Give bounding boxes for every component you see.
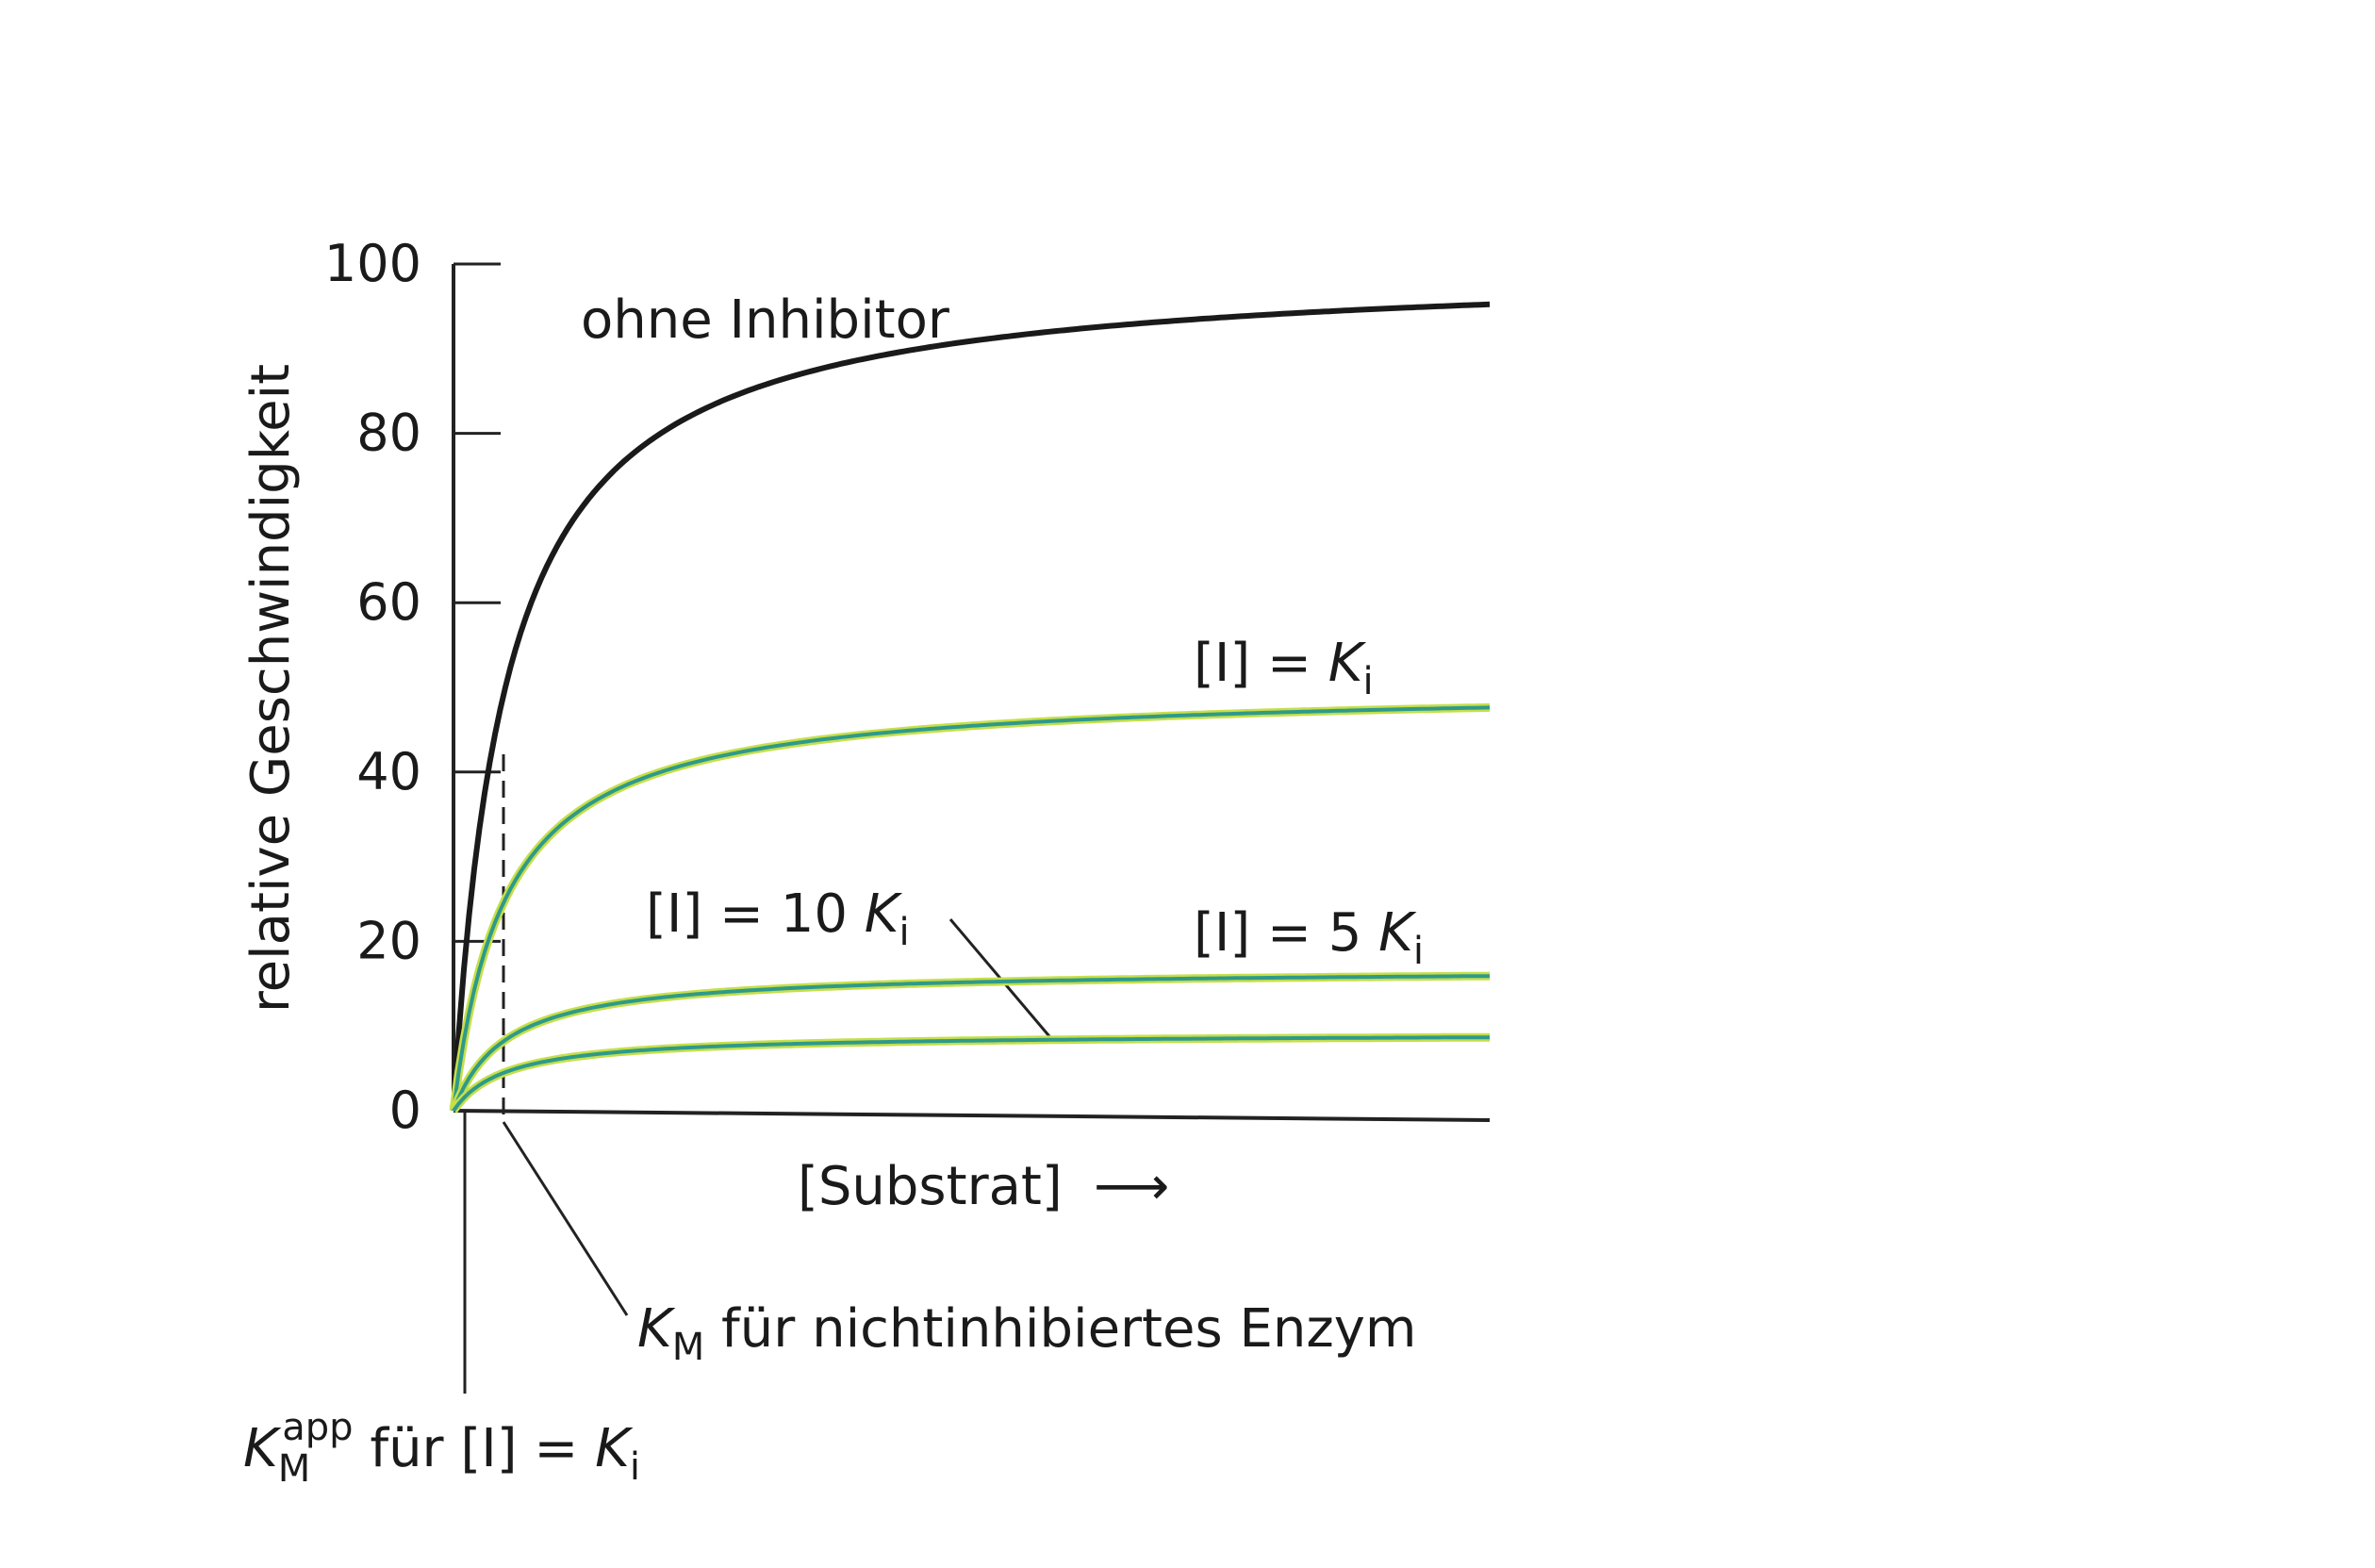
- series-line-4: [452, 1035, 1490, 1113]
- y-tick-label: 60: [356, 572, 421, 632]
- label-ohne-inhibitor: ohne Inhibitor: [581, 289, 950, 351]
- y-tick-label: 20: [356, 911, 421, 970]
- x-axis-label: [Substrat]: [798, 1156, 1063, 1217]
- y-tick-label: 0: [389, 1081, 421, 1140]
- label-km-app: KMapp für [I] = Ki: [243, 1406, 640, 1491]
- y-axis-label: relative Geschwindigkeit: [240, 364, 302, 1013]
- y-tick-label: 80: [356, 404, 421, 463]
- series-line-1: [451, 301, 1491, 1112]
- series-line-2: [452, 705, 1491, 1112]
- label-i-eq-ki: [I] = Ki: [1194, 633, 1374, 703]
- y-tick-label: 100: [324, 234, 421, 293]
- label-i-eq-10ki: [I] = 10 Ki: [646, 883, 910, 954]
- y-ticks: 0 20 40 60 80 100: [324, 234, 501, 1140]
- km-leader-line: [502, 1121, 629, 1316]
- label-i-eq-5ki: [I] = 5 Ki: [1194, 902, 1424, 973]
- series-group: [449, 301, 1491, 1114]
- series-line-3: [452, 974, 1490, 1112]
- series-line-halo: [450, 1032, 1490, 1114]
- x-axis-line: [453, 1109, 1491, 1122]
- label-km-uninhibited: KM für nichtinhibiertes Enzym: [637, 1298, 1416, 1369]
- axes: [452, 264, 1491, 1122]
- x-axis-arrow: ⟶: [1094, 1156, 1169, 1217]
- y-tick-label: 40: [356, 742, 421, 801]
